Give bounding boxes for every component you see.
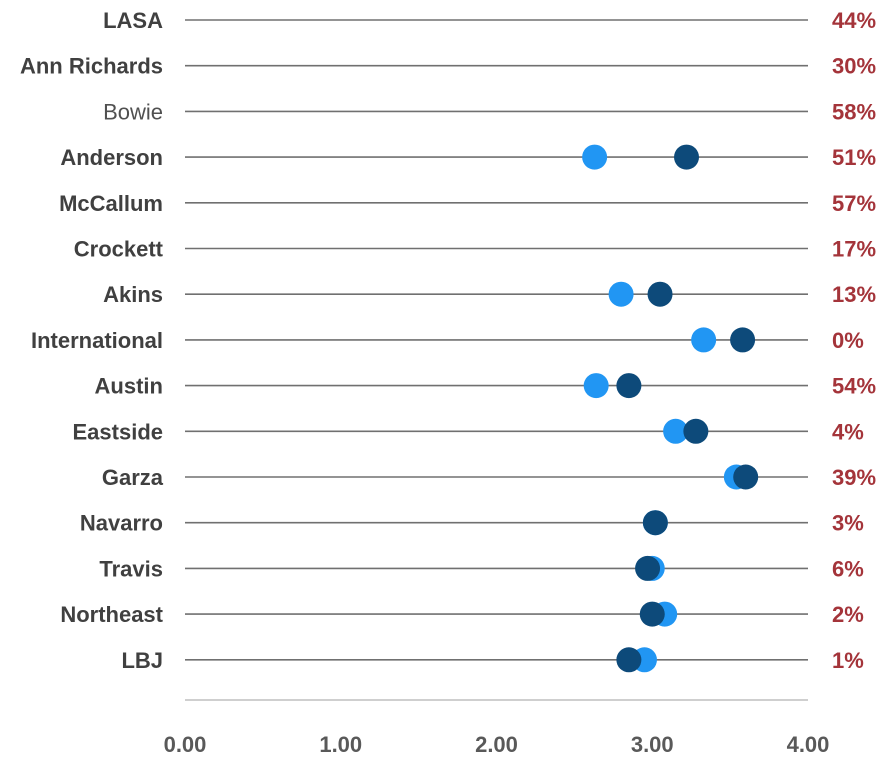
x-axis-ticks: 0.00 1.00 2.00 3.00 4.00 [164,732,830,757]
row-garza: Garza 39% [102,464,876,490]
x-tick-label: 2.00 [475,732,518,757]
dot-series-2 [733,464,759,490]
percent-label: 1% [832,648,864,673]
row-northeast: Northeast 2% [60,601,864,627]
category-label: Garza [102,465,164,490]
row-lasa: LASA 44% [103,8,876,33]
category-label: Navarro [80,511,163,536]
x-tick-label: 4.00 [787,732,830,757]
dot-series-1 [582,144,608,170]
percent-label: 39% [832,465,876,490]
chart-rows: LASA 44% Ann Richards 30% Bowie 58% Anderson 51… [20,8,876,673]
category-label: Crockett [74,237,164,262]
percent-label: 44% [832,8,876,33]
percent-label: 4% [832,419,864,444]
percent-label: 0% [832,328,864,353]
row-ann-richards: Ann Richards 30% [20,54,876,79]
category-label: Bowie [103,99,163,124]
row-international: International 0% [31,327,864,353]
percent-label: 51% [832,145,876,170]
percent-label: 2% [832,602,864,627]
category-label: LBJ [121,648,163,673]
row-bowie: Bowie 58% [103,99,876,124]
percent-label: 3% [832,511,864,536]
dot-series-2 [730,327,756,353]
dot-series-2 [647,281,673,307]
dot-series-2 [674,144,700,170]
category-label: LASA [103,8,163,33]
row-lbj: LBJ 1% [121,647,864,673]
row-crockett: Crockett 17% [74,237,876,262]
row-mccallum: McCallum 57% [59,191,876,216]
percent-label: 6% [832,556,864,581]
percent-label: 17% [832,237,876,262]
row-eastside: Eastside 4% [73,418,864,444]
category-label: Ann Richards [20,54,163,79]
dot-series-2 [639,601,665,627]
dot-series-2 [642,510,668,536]
x-tick-label: 1.00 [319,732,362,757]
category-label: Travis [99,556,163,581]
category-label: Eastside [73,419,164,444]
category-label: International [31,328,163,353]
dot-series-2 [616,647,642,673]
dot-series-2 [683,418,709,444]
category-label: Anderson [60,145,163,170]
row-akins: Akins 13% [103,281,876,307]
row-navarro: Navarro 3% [80,510,864,536]
category-label: Austin [95,374,163,399]
category-label: Akins [103,282,163,307]
dot-series-1 [583,373,609,399]
percent-label: 30% [832,54,876,79]
row-anderson: Anderson 51% [60,144,876,170]
row-austin: Austin 54% [95,373,876,399]
category-label: McCallum [59,191,163,216]
percent-label: 58% [832,99,876,124]
x-tick-label: 0.00 [164,732,207,757]
dot-series-2 [635,555,661,581]
x-tick-label: 3.00 [631,732,674,757]
category-label: Northeast [60,602,163,627]
dot-series-2 [616,373,642,399]
row-travis: Travis 6% [99,555,864,581]
percent-label: 57% [832,191,876,216]
dot-series-1 [691,327,717,353]
dot-series-1 [663,418,689,444]
percent-label: 54% [832,374,876,399]
dot-series-1 [608,281,634,307]
percent-label: 13% [832,282,876,307]
